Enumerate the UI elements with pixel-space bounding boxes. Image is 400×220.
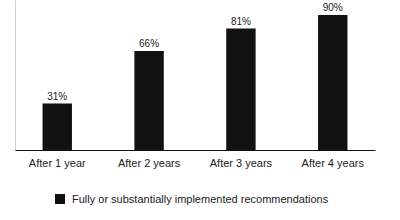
data-labels: 31% 66% 81% 90% bbox=[47, 2, 343, 102]
bars bbox=[43, 15, 348, 150]
bar bbox=[43, 104, 72, 151]
legend-label: Fully or substantially implemented recom… bbox=[72, 193, 329, 205]
bar bbox=[318, 15, 347, 150]
data-label: 31% bbox=[47, 91, 67, 102]
bar bbox=[226, 29, 255, 151]
bar bbox=[134, 51, 163, 150]
x-tick: After 1 year bbox=[29, 150, 86, 169]
data-label: 90% bbox=[323, 2, 343, 13]
x-axis: After 1 year After 2 years After 3 years Af… bbox=[16, 150, 376, 169]
data-label: 66% bbox=[139, 38, 159, 49]
x-axis-line bbox=[16, 150, 376, 151]
x-tick-label: After 2 years bbox=[118, 157, 181, 169]
y-axis-line bbox=[15, 1, 16, 151]
x-tick-label: After 4 years bbox=[302, 157, 365, 169]
plot: 31%66%81%90%After 1 yearAfter 2 yearsAft… bbox=[16, 1, 376, 169]
legend-swatch bbox=[55, 194, 65, 204]
data-label: 81% bbox=[231, 16, 251, 27]
chart: 31%66%81%90%After 1 yearAfter 2 yearsAft… bbox=[0, 0, 400, 220]
y-axis bbox=[15, 1, 16, 151]
x-tick-label: After 3 years bbox=[210, 157, 273, 169]
legend-item: Fully or substantially implemented recom… bbox=[55, 193, 329, 205]
legend: Fully or substantially implemented recom… bbox=[55, 193, 329, 205]
x-tick: After 3 years bbox=[210, 150, 273, 169]
x-tick-label: After 1 year bbox=[29, 157, 86, 169]
x-tick: After 4 years bbox=[302, 150, 365, 169]
x-tick: After 2 years bbox=[118, 150, 181, 169]
